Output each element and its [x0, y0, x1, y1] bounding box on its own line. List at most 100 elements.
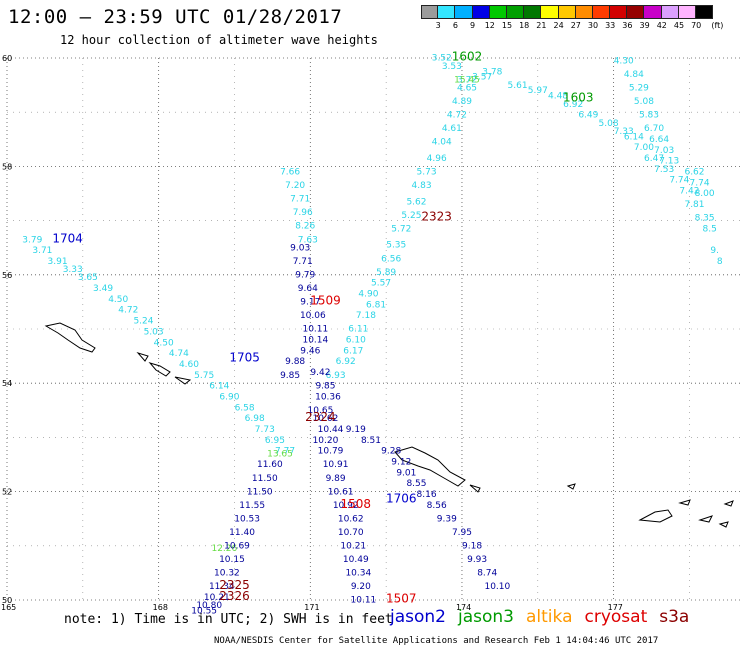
- wave-height-label: 10.21: [204, 593, 230, 603]
- wave-height-label: 4.74: [169, 349, 189, 359]
- wave-height-label: 7.13: [659, 157, 679, 167]
- wave-height-label: 9.39: [437, 514, 457, 524]
- wave-height-label: 10.91: [323, 460, 349, 470]
- wave-height-label: 10.70: [338, 528, 364, 538]
- wave-height-label: 7.95: [452, 528, 472, 538]
- wave-height-label: 10.55: [191, 607, 217, 617]
- wave-height-label: 9.85: [315, 382, 335, 392]
- lat-label: 54: [2, 379, 12, 388]
- wave-height-label: 7.73: [255, 425, 275, 435]
- scale-swatch: [541, 5, 559, 19]
- wave-height-label: 4.89: [452, 97, 472, 107]
- coastline: [394, 446, 466, 487]
- wave-height-label: 4.60: [179, 360, 199, 370]
- wave-height-label: 5.83: [639, 111, 659, 121]
- pass-label: 1507: [386, 592, 417, 606]
- pass-label: 2325: [219, 578, 250, 592]
- scale-unit: (ft): [711, 21, 724, 30]
- pass-label: 1704: [52, 231, 83, 245]
- wave-height-label: 5.08: [634, 97, 654, 107]
- lat-label: 50: [2, 596, 12, 605]
- scale-label: 9: [470, 21, 476, 30]
- scale-swatch: [472, 5, 490, 19]
- scale-label: 24: [553, 21, 564, 30]
- coastline: [698, 515, 713, 523]
- legend-altika: altika: [526, 607, 573, 627]
- wave-height-label: 11.50: [247, 487, 273, 497]
- wave-height-label: 4.50: [154, 338, 174, 348]
- wave-height-label: 7.00: [634, 143, 654, 153]
- lon-label: 171: [304, 603, 319, 612]
- wave-height-label: 5.35: [386, 241, 406, 251]
- scale-label: 12: [484, 21, 495, 30]
- scale-swatch: [644, 5, 662, 19]
- legend-jason2: jason2: [390, 607, 446, 627]
- wave-height-label: 10.62: [338, 514, 364, 524]
- wave-height-label: 3.53: [442, 62, 462, 72]
- lon-label: 168: [153, 603, 168, 612]
- pass-label: 1602: [452, 50, 483, 64]
- scale-swatch: [421, 5, 439, 19]
- wave-height-label: 9.46: [300, 346, 320, 356]
- wave-height-label: 5.29: [629, 84, 649, 94]
- scale-swatch: [506, 5, 525, 19]
- wave-height-label: 11.50: [252, 474, 278, 484]
- pass-label: 1706: [386, 491, 417, 505]
- scale-swatch: [558, 5, 576, 19]
- coastline: [148, 362, 171, 377]
- wave-height-label: 7.74: [690, 178, 710, 188]
- wave-height-label: 10.65: [308, 406, 334, 416]
- wave-height-label: 6.92: [563, 100, 583, 110]
- wave-height-label: 5.75: [194, 371, 214, 381]
- scale-label: 6: [452, 21, 458, 30]
- wave-height-label: 10.49: [343, 555, 369, 565]
- legend-s3a: s3a: [659, 607, 690, 627]
- scale-label: 42: [656, 21, 667, 30]
- scale-label: 33: [605, 21, 616, 30]
- wave-height-label: 12.26: [211, 544, 237, 554]
- coastline: [678, 499, 691, 506]
- wave-height-label: 4.04: [432, 138, 452, 148]
- wave-height-label: 4.84: [624, 70, 644, 80]
- wave-height-label: 10.44: [318, 425, 344, 435]
- wave-height-label: 10.62: [313, 414, 339, 424]
- wave-height-label: 8.00: [695, 189, 715, 199]
- wave-height-label: 5.97: [528, 86, 548, 96]
- wave-height-label: 6.17: [343, 346, 363, 356]
- wave-height-label: 10.53: [234, 514, 260, 524]
- scale-label: 70: [691, 21, 702, 30]
- coastline: [723, 500, 734, 507]
- wave-height-label: 9.93: [467, 555, 487, 565]
- wave-height-label: 3.71: [32, 246, 52, 256]
- coastline: [469, 484, 481, 493]
- wave-height-label: 10.14: [302, 336, 328, 346]
- map-subtitle: 12 hour collection of altimeter wave hei…: [60, 33, 378, 47]
- pass-label: 1509: [310, 294, 341, 308]
- wave-height-label: 7.66: [280, 168, 300, 178]
- scale-label: 30: [587, 21, 599, 30]
- wave-height-label: 8.26: [295, 222, 315, 232]
- wave-height-label: 7.77: [275, 447, 295, 457]
- wave-height-label: 9.19: [346, 425, 366, 435]
- wave-height-label: 13.65: [267, 449, 293, 459]
- wave-height-label: 4.65: [457, 84, 477, 94]
- wave-height-label: 11.40: [229, 528, 255, 538]
- wave-height-label: 7.74: [669, 176, 689, 186]
- wave-height-label: 9.64: [298, 284, 318, 294]
- pass-label: 2323: [421, 210, 452, 224]
- wave-height-label: 3.79: [22, 235, 42, 245]
- wave-height-label: 7.18: [356, 311, 376, 321]
- scale-swatch: [575, 5, 593, 19]
- satellite-legend: jason2 jason3 altika cryosat s3a: [390, 607, 701, 627]
- wave-height-label: 9.18: [462, 542, 482, 552]
- wave-height-label: 7.63: [298, 235, 318, 245]
- wave-height-label: 9.85: [280, 371, 300, 381]
- wave-height-label: 9.: [710, 246, 719, 256]
- color-scale-bar: [421, 5, 714, 19]
- scale-label: 18: [519, 21, 530, 30]
- scale-label: 36: [622, 21, 633, 30]
- scale-swatch: [678, 5, 696, 19]
- scale-swatch: [455, 5, 473, 19]
- scale-label: 15: [501, 21, 513, 30]
